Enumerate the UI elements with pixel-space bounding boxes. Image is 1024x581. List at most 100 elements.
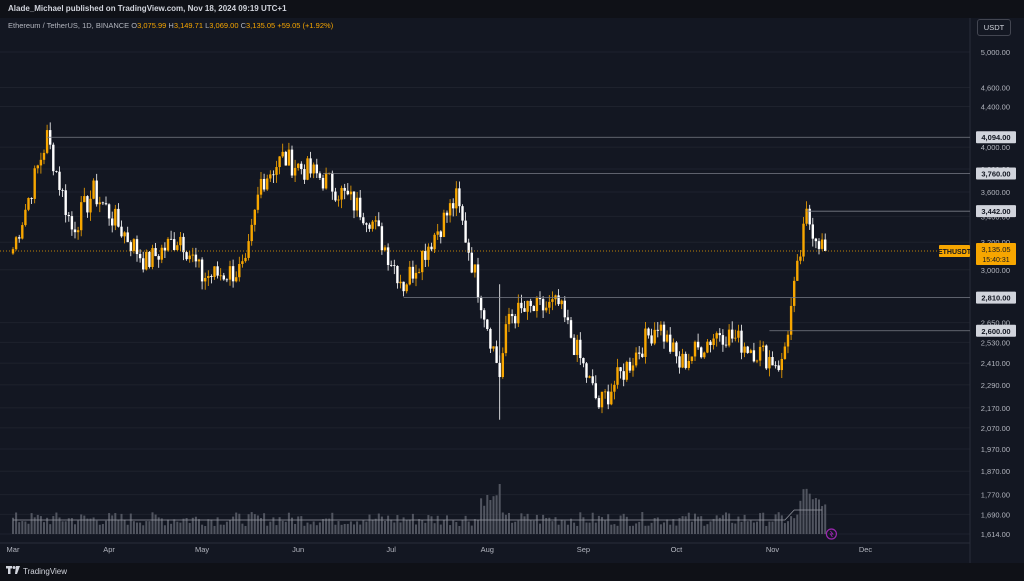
candle-body <box>517 302 520 324</box>
volume-bar <box>126 524 129 534</box>
candle-body <box>473 264 477 273</box>
candle-body <box>368 224 371 229</box>
volume-bar <box>545 517 548 534</box>
candle-body <box>55 171 58 172</box>
candle-body <box>762 345 765 347</box>
volume-bar <box>210 519 213 534</box>
volume-bar <box>449 525 452 534</box>
volume-bar <box>371 519 374 534</box>
candle-body <box>176 245 179 250</box>
volume-bar <box>737 516 740 534</box>
volume-bar <box>814 498 817 534</box>
candle-body <box>467 242 470 253</box>
volume-bar <box>725 512 727 534</box>
candle-body <box>687 361 690 368</box>
volume-bar <box>418 519 421 534</box>
volume-bar <box>98 524 101 534</box>
candle-body <box>690 356 694 362</box>
symbol-tag-label: ETHUSDT <box>938 249 972 256</box>
legend-symbol: Ethereum / TetherUS, 1D, BINANCE <box>8 21 130 30</box>
candle-body <box>743 346 746 353</box>
tradingview-brand[interactable]: TradingView <box>6 566 67 576</box>
volume-bar <box>712 518 715 534</box>
volume-bar <box>706 524 709 534</box>
candle-body <box>120 226 123 237</box>
candle-body <box>269 174 272 179</box>
x-tick-label: Jul <box>386 545 396 554</box>
candle-body <box>123 232 126 237</box>
volume-bar <box>638 521 641 534</box>
volume-bar <box>607 514 610 534</box>
candle-body <box>755 360 759 362</box>
volume-bar <box>275 525 278 534</box>
candle-body <box>309 158 312 174</box>
header-bar: Alade_Michael published on TradingView.c… <box>0 0 1024 18</box>
candle-body <box>14 237 18 250</box>
candle-body <box>771 356 774 366</box>
candle-body <box>318 173 322 178</box>
volume-bar <box>548 517 551 534</box>
candle-body <box>811 224 814 239</box>
volume-bar <box>535 514 538 534</box>
candle-body <box>464 220 467 243</box>
candle-body <box>799 256 802 261</box>
volume-bar <box>520 513 523 534</box>
legend-low-label: L <box>205 21 210 30</box>
volume-bar <box>232 516 235 534</box>
volume-bar <box>405 519 408 534</box>
volume-bar <box>811 499 814 534</box>
candle-body <box>492 346 495 349</box>
candle-body <box>111 218 114 226</box>
candle-body <box>132 239 136 251</box>
volume-bar <box>374 518 377 534</box>
candle-body <box>210 276 213 277</box>
candle-body <box>538 297 542 300</box>
volume-bar <box>238 513 241 534</box>
volume-bar <box>532 520 535 534</box>
y-tick-label: 3,200.00 <box>981 238 1010 247</box>
candle-body <box>383 247 387 251</box>
volume-bar <box>762 512 765 534</box>
volume-bar <box>12 517 14 534</box>
volume-bar <box>163 525 166 534</box>
volume-bar <box>219 524 222 534</box>
volume-bar <box>495 495 498 534</box>
volume-bar <box>787 521 789 534</box>
volume-bar <box>793 518 796 534</box>
candle-body <box>619 367 622 372</box>
volume-bar <box>628 525 631 534</box>
candle-body <box>117 208 120 227</box>
candle-body <box>362 217 365 224</box>
price-chart[interactable]: 5,000.004,600.004,400.004,000.003,800.00… <box>0 18 1024 563</box>
volume-bar <box>740 521 743 534</box>
volume-bar <box>632 525 634 534</box>
level-label-box <box>976 291 1016 304</box>
volume-bar <box>145 521 148 534</box>
candle-body <box>672 342 675 352</box>
candle-body <box>359 197 362 218</box>
candle-body <box>365 223 368 225</box>
volume-bar <box>749 520 752 534</box>
volume-bar <box>105 520 107 534</box>
candle-body <box>808 208 811 225</box>
chart-area[interactable]: 5,000.004,600.004,400.004,000.003,800.00… <box>0 18 1024 563</box>
candle-body <box>700 347 703 358</box>
y-tick-label: 4,600.00 <box>981 84 1010 93</box>
volume-bar <box>570 518 572 534</box>
candle-body <box>191 254 194 256</box>
candle-body <box>427 246 430 260</box>
volume-bar <box>337 521 340 534</box>
candle-body <box>641 353 644 357</box>
volume-bar <box>678 518 681 534</box>
candle-body <box>346 190 349 195</box>
candle-body <box>548 301 551 308</box>
currency-button[interactable]: USDT <box>977 19 1011 36</box>
volume-bar <box>461 519 464 534</box>
volume-bar <box>470 525 473 534</box>
candle-body <box>284 151 287 166</box>
candle-body <box>262 178 266 190</box>
candle-body <box>33 168 36 199</box>
candle-body <box>448 203 452 216</box>
volume-bar <box>433 523 436 534</box>
candle-body <box>526 300 529 312</box>
